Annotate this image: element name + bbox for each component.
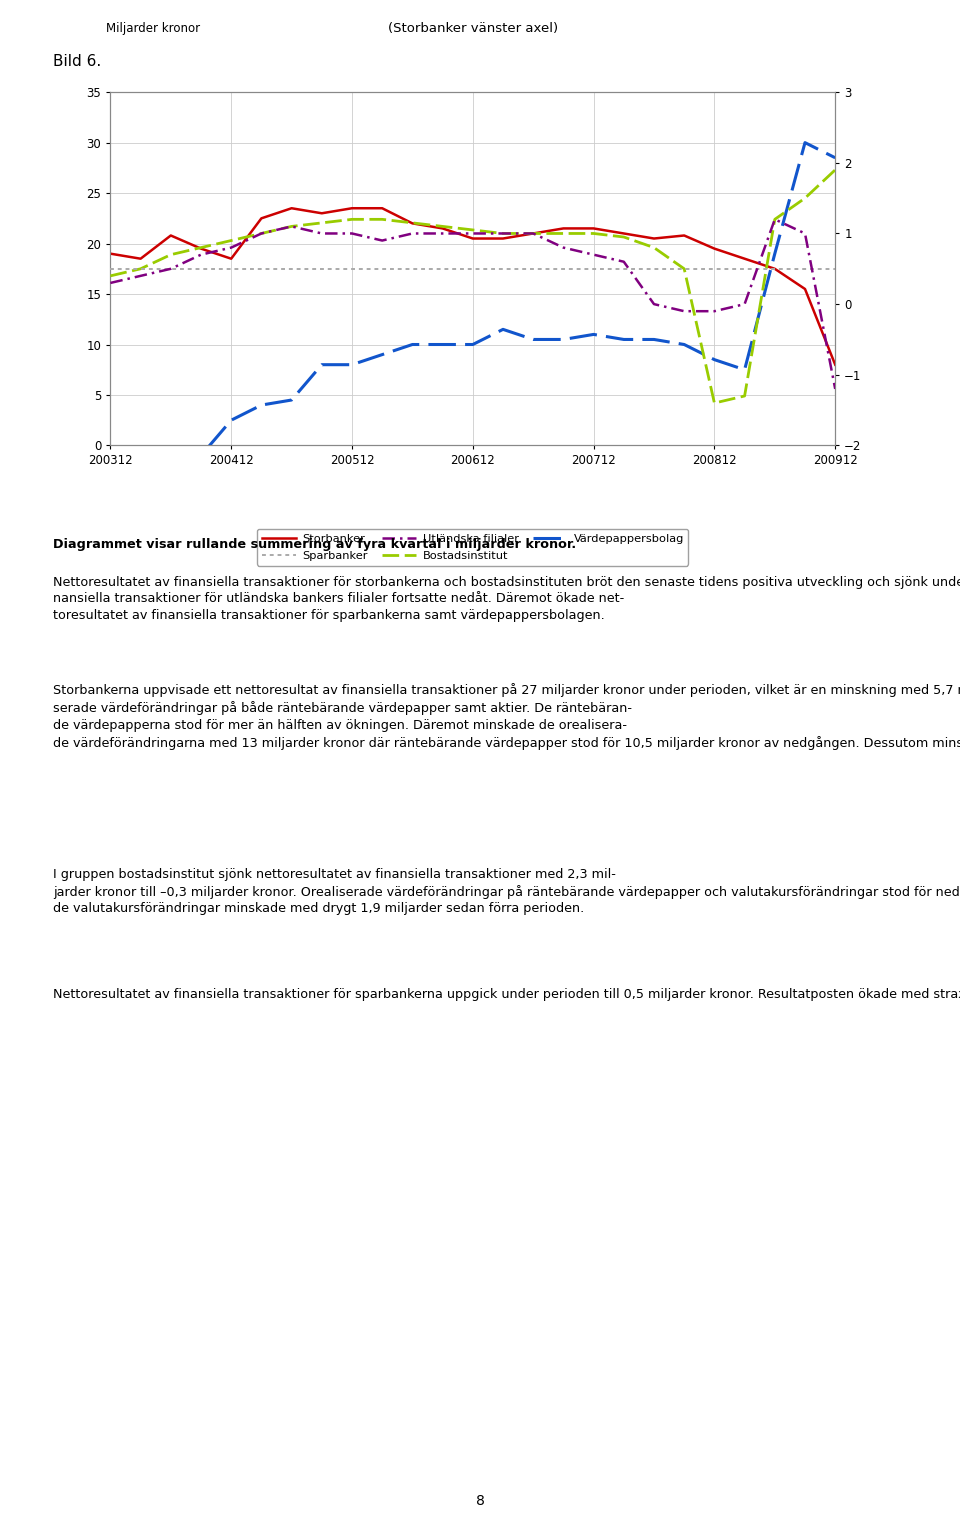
Text: Storbankerna uppvisade ett nettoresultat av finansiella transaktioner på 27 milj: Storbankerna uppvisade ett nettoresultat… [53, 684, 960, 750]
Text: Diagrammet visar rullande summering av fyra kvartal i miljarder kronor.: Diagrammet visar rullande summering av f… [53, 538, 576, 550]
Text: Nettoresultatet av finansiella transaktioner för storbankerna och bostadsinstitu: Nettoresultatet av finansiella transakti… [53, 576, 960, 622]
Text: I gruppen bostadsinstitut sjönk nettoresultatet av finansiella transaktioner med: I gruppen bostadsinstitut sjönk nettores… [53, 868, 960, 915]
Text: Miljarder kronor: Miljarder kronor [106, 23, 200, 35]
Legend: Storbanker, Sparbanker, Utländska filialer, Bostadsinstitut, Värdepappersbolag: Storbanker, Sparbanker, Utländska filial… [257, 528, 688, 565]
Text: 8: 8 [475, 1495, 485, 1508]
Text: (Storbanker vänster axel): (Storbanker vänster axel) [388, 23, 558, 35]
Text: Bild 6.: Bild 6. [53, 54, 101, 69]
Text: Nettoresultatet av finansiella transaktioner för sparbankerna uppgick under peri: Nettoresultatet av finansiella transakti… [53, 988, 960, 1000]
